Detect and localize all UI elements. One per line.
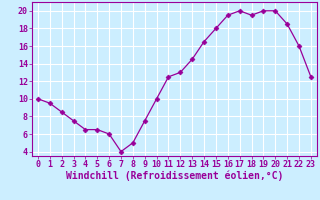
X-axis label: Windchill (Refroidissement éolien,°C): Windchill (Refroidissement éolien,°C) [66,171,283,181]
